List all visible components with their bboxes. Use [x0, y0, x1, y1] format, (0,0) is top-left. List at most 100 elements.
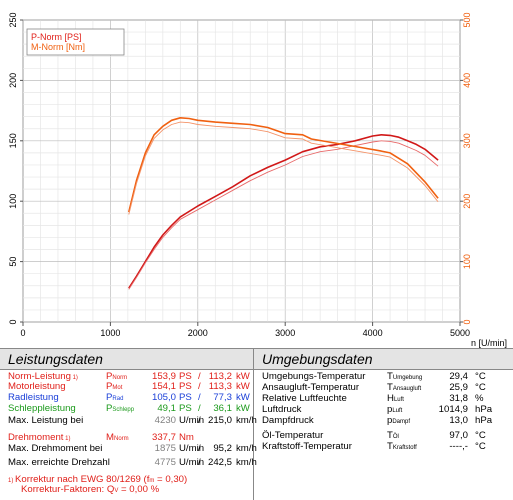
umgebung-row: Umgebungs-Temperatur TUmgebung 29,4 °C	[262, 371, 512, 382]
umgebung-unit: hPa	[475, 404, 493, 415]
leistung-symbol-sub: Mot	[112, 385, 123, 391]
leistung-symbol-sub: Norm	[112, 375, 128, 381]
leistung-label: Radleistung	[8, 392, 59, 403]
leistung-separator: /	[198, 457, 201, 468]
umgebungsdaten-panel: Umgebungsdaten Umgebungs-Temperatur TUmge…	[254, 348, 513, 500]
umgebung-symbol: TAnsaugluft	[387, 382, 422, 393]
leistung-unit-1: PS	[179, 381, 192, 392]
x-tick-label: 0	[20, 328, 25, 338]
leistung-unit-1: U/min	[179, 457, 205, 468]
series-line-3	[128, 117, 439, 213]
x-tick-label: 2000	[188, 328, 208, 338]
chart-grid	[22, 19, 461, 323]
leistung-value-2: 113,3	[208, 381, 232, 392]
leistung-separator: /	[198, 443, 201, 454]
leistung-separator: /	[198, 415, 201, 426]
leistung-row: Max. Drehmoment bei 1875 U/min/ 95,2 km/h	[8, 443, 257, 454]
umgebung-value: 97,0	[449, 430, 468, 441]
plot-area	[22, 19, 461, 323]
x-tick-label: 1000	[100, 328, 120, 338]
leistung-separator: /	[198, 371, 201, 382]
umgebung-symbol-sub: Ansaugluft	[392, 386, 422, 392]
leistung-row: Schleppleistung PSchlepp 49,1 PS / 36,1 kW	[8, 403, 254, 414]
leistung-label: Max. erreichte Drehzahl	[8, 457, 110, 468]
leistung-value-1: 153,9	[151, 371, 176, 382]
legend-entry-1: P-Norm [PS]	[31, 32, 82, 42]
leistung-row: Max. Leistung bei 4230 U/min/ 215,0 km/h	[8, 415, 257, 426]
leistung-unit-2: kW	[236, 392, 250, 403]
umgebung-row: Öl-Temperatur TÖl 97,0 °C	[262, 430, 512, 441]
umgebung-unit: °C	[475, 382, 486, 393]
leistung-value-1: 105,0	[151, 392, 176, 403]
umgebung-value: 1014,9	[438, 404, 468, 415]
y-right-tick-label: 500	[462, 12, 472, 27]
umgebung-label: Dampfdruck	[262, 415, 314, 426]
umgebung-label: Relative Luftfeuchte	[262, 393, 347, 404]
footnote-1-mark: 1)	[8, 478, 16, 484]
leistung-row: Motorleistung PMot 154,1 PS / 113,3 kW	[8, 381, 254, 392]
leistung-row: Drehmoment 1) MNorm 337,7 Nm	[8, 432, 254, 443]
leistung-symbol: MNorm	[106, 432, 129, 443]
umgebung-label: Luftdruck	[262, 404, 302, 415]
legend-entry-2: M-Norm [Nm]	[31, 42, 85, 52]
umgebung-row: Ansaugluft-Temperatur TAnsaugluft 25,9 °C	[262, 382, 512, 393]
footnote-1-sub: m	[149, 478, 155, 484]
leistung-symbol-sub: Schlepp	[112, 407, 135, 413]
y-left-tick-label: 100	[8, 194, 18, 209]
umgebung-symbol: pLuft	[387, 404, 403, 415]
leistung-symbol-sub: Rad	[112, 396, 124, 402]
leistung-unit-1: PS	[179, 371, 192, 382]
umgebung-unit: hPa	[475, 415, 493, 426]
umgebung-label: Öl-Temperatur	[262, 430, 324, 441]
footnote-mark: 1)	[70, 375, 78, 381]
umgebung-label: Kraftstoff-Temperatur	[262, 441, 352, 452]
footnote-2-end: = 0,00 %	[118, 484, 160, 495]
leistung-unit-1: PS	[179, 392, 192, 403]
umgebung-row: Kraftstoff-Temperatur TKraftstoff ----,- °C	[262, 441, 512, 452]
umgebung-symbol-sub: Luft	[392, 408, 403, 414]
y-left-tick-label: 250	[8, 12, 18, 27]
leistung-label: Schleppleistung	[8, 403, 76, 414]
umgebung-symbol: TKraftstoff	[387, 441, 417, 452]
y-right-tick-label: 300	[462, 133, 472, 148]
leistung-value-2: 77,3	[213, 392, 232, 403]
leistung-row: Max. erreichte Drehzahl 4775 U/min/ 242,5 km…	[8, 457, 257, 468]
leistung-separator: /	[198, 403, 201, 414]
leistung-value-2: 36,1	[213, 403, 232, 414]
umgebung-symbol: pDampf	[387, 415, 411, 426]
leistung-unit-2: km/h	[236, 443, 257, 454]
leistung-label: Drehmoment 1)	[8, 432, 71, 443]
leistung-value-1: 49,1	[157, 403, 176, 414]
footnote-2-text: Korrektur-Faktoren: Q	[21, 484, 115, 495]
y-right-tick-label: 200	[462, 194, 472, 209]
chart-series	[128, 117, 439, 290]
leistung-value-1: 337,7	[151, 432, 176, 443]
y-right-tick-label: 400	[462, 73, 472, 88]
leistung-label: Max. Leistung bei	[8, 415, 84, 426]
leistung-value-1: 154,1	[151, 381, 176, 392]
umgebung-value: ----,-	[449, 441, 468, 452]
leistung-unit-2: kW	[236, 371, 250, 382]
y-left-tick-label: 150	[8, 133, 18, 148]
leistungsdaten-panel: Leistungsdaten Norm-Leistung 1) PNorm 153,…	[0, 348, 257, 500]
leistung-unit-2: km/h	[236, 415, 257, 426]
leistung-unit-1: PS	[179, 403, 192, 414]
footnote-1: 1) Korrektur nach EWG 80/1269 (fm = 0,30…	[8, 474, 187, 485]
leistungsdaten-title: Leistungsdaten	[0, 349, 253, 370]
footnote-1-end: = 0,30)	[154, 474, 188, 485]
footnote-mark: 1)	[63, 436, 71, 442]
umgebungsdaten-title: Umgebungsdaten	[254, 349, 513, 370]
y-right-tick-label: 0	[462, 319, 472, 324]
leistung-symbol: PSchlepp	[106, 403, 135, 414]
x-axis-label: n [U/min]	[471, 338, 507, 348]
x-tick-label: 3000	[275, 328, 295, 338]
leistung-value-1: 4775	[154, 457, 176, 468]
umgebung-symbol: HLuft	[387, 393, 404, 404]
leistung-unit-2: kW	[236, 403, 250, 414]
umgebung-symbol: TÖl	[387, 430, 399, 441]
footnote-2: Korrektur-Faktoren: QV = 0,00 %	[21, 484, 159, 495]
leistung-symbol: PNorm	[106, 371, 128, 382]
leistung-unit-1: U/min	[179, 415, 205, 426]
